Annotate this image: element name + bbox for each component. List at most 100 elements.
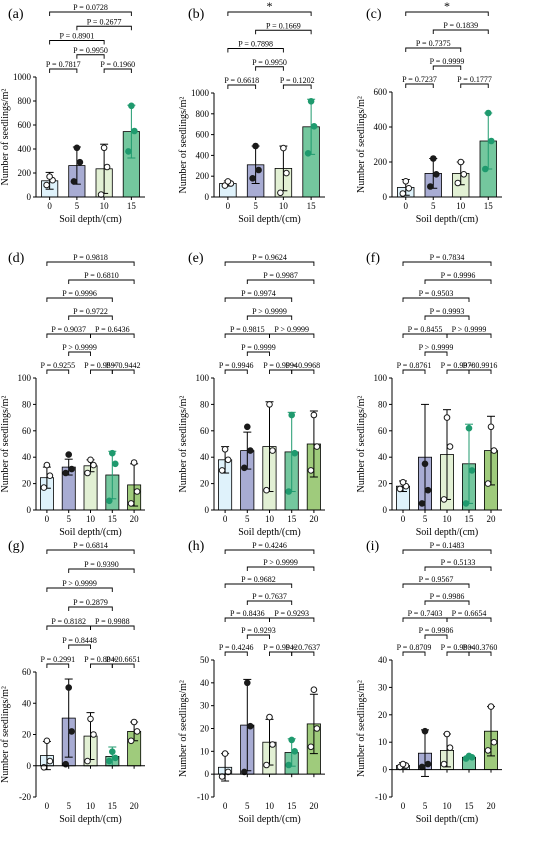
data-point [133,728,141,735]
p-value-label: P = 0.8709 [397,643,432,652]
y-tick-label: 80 [200,399,210,409]
y-tick-label: 60 [22,667,32,677]
x-tick-label: 5 [66,801,71,811]
data-point [130,459,138,466]
data-point [76,158,84,166]
data-point [224,178,232,185]
comparison-bracket [446,651,470,656]
data-point [241,768,248,776]
comparison-bracket [76,54,105,59]
y-tick-label: 0 [205,192,210,202]
data-point [313,725,321,732]
y-tick-label: 600 [196,130,210,140]
p-value-label: P = 0.9804 [441,643,476,652]
comparison-bracket [68,279,135,284]
data-point [310,686,318,694]
x-axis-title: Soil depth/(cm) [416,214,479,225]
comparison-bracket [246,279,315,284]
data-point [399,190,407,197]
p-value-label: P = 0.6618 [224,76,259,85]
data-point [241,464,248,472]
p-value-label: P = 0.9946 [219,361,254,370]
data-point [454,179,462,187]
data-point [100,144,108,152]
data-point [70,178,78,185]
data-point [269,447,276,454]
x-tick-label: 5 [75,201,80,211]
data-point [283,169,290,177]
p-value-label: P = 0.2879 [73,598,108,607]
comparison-bracket [76,25,132,31]
data-point [304,150,312,157]
data-point [484,480,492,487]
panel-g: (g) -20 0 20 40 60 0 5 10 15 20 Soil depth/(cm) Numb… [0,539,145,825]
panel-label: (f) [366,251,380,266]
data-point [424,760,432,768]
comparison-bracket [405,47,462,52]
p-value-label: P > 0.9999 [252,307,287,316]
data-point [418,763,426,771]
p-value-label: P = 0.9503 [419,289,454,298]
y-tick-label: 600 [374,87,388,97]
x-tick-label: 0 [223,514,228,524]
p-value-label: P = 0.9916 [463,361,498,370]
p-value-label: P = 0.8448 [62,636,97,645]
data-point [488,137,495,145]
data-point [421,727,429,735]
comparison-bracket [224,297,293,302]
x-axis-title: Soil depth/(cm) [416,814,479,825]
x-tick-label: 0 [47,201,52,211]
x-tick-label: 15 [287,801,297,811]
data-point [487,423,495,431]
x-tick-label: 10 [86,801,96,811]
p-value-label: P > 0.9999 [263,558,298,567]
panel-i: (i) -10 0 10 20 30 40 0 5 10 15 20 Soil depth/(cm) Nu… [356,539,502,825]
data-point [440,760,448,768]
x-tick-label: 20 [309,514,319,524]
comparison-bracket [111,369,135,374]
comparison-bracket [246,351,270,356]
y-tick-label: 100 [18,373,32,383]
p-value-label: P = 0.9597 [84,361,119,370]
p-value-label: P = 0.7237 [402,75,437,84]
p-value-label: P = 0.9993 [430,307,465,316]
p-value-label: P = 0.6814 [73,541,108,550]
p-value-label: P = 0.9682 [241,575,276,584]
x-tick-label: 0 [401,514,406,524]
panel-label: (i) [366,539,380,554]
comparison-bracket [402,583,470,588]
p-value-label: * [267,0,273,13]
data-point [130,718,138,726]
panel-e: (e) 0 20 40 60 80 100 0 5 10 15 20 Soil depth/(cm) Nu… [178,251,325,538]
y-axis-title: Number of seedlings/m² [356,680,367,777]
comparison-bracket [282,84,312,89]
comparison-bracket [269,369,293,374]
comparison-bracket [46,333,91,338]
comparison-bracket [49,40,105,45]
p-value-label: P = 0.1669 [266,21,301,30]
comparison-bracket [46,297,113,302]
x-tick-label: 0 [401,801,406,811]
comparison-bracket [255,66,284,71]
panel-label: (a) [8,7,24,22]
y-tick-label: 40 [22,698,32,708]
data-point [269,741,276,748]
y-tick-label: 1000 [13,72,32,82]
p-value-label: P = 0.8761 [397,361,432,370]
y-axis-title: Number of seedlings/m² [178,680,189,777]
data-point [288,736,296,744]
data-point [68,465,75,473]
p-value-label: P = 0.7637 [285,643,320,652]
comparison-bracket [224,549,315,554]
comparison-bracket [402,549,492,554]
data-point [485,109,492,117]
data-point [103,163,111,171]
x-tick-label: 15 [108,514,118,524]
p-value-label: P > 0.9999 [62,343,97,352]
panel-h: (h) -10 0 10 20 30 40 50 0 5 10 15 20 Soil depth/(cm)… [178,539,325,825]
p-value-label: P = 0.1202 [280,76,315,85]
y-axis-title: Number of seedlings/m² [178,396,189,493]
p-value-label: P = 0.2991 [40,655,75,664]
x-axis-title: Soil depth/(cm) [416,527,479,538]
